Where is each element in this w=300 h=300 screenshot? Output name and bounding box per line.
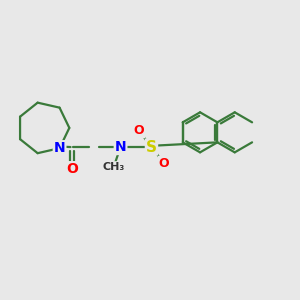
Text: O: O xyxy=(66,162,78,176)
Text: N: N xyxy=(54,141,65,155)
Text: CH₃: CH₃ xyxy=(102,162,124,172)
Text: O: O xyxy=(158,157,169,170)
Text: O: O xyxy=(134,124,144,137)
Text: N: N xyxy=(115,140,126,154)
Text: S: S xyxy=(146,140,157,154)
